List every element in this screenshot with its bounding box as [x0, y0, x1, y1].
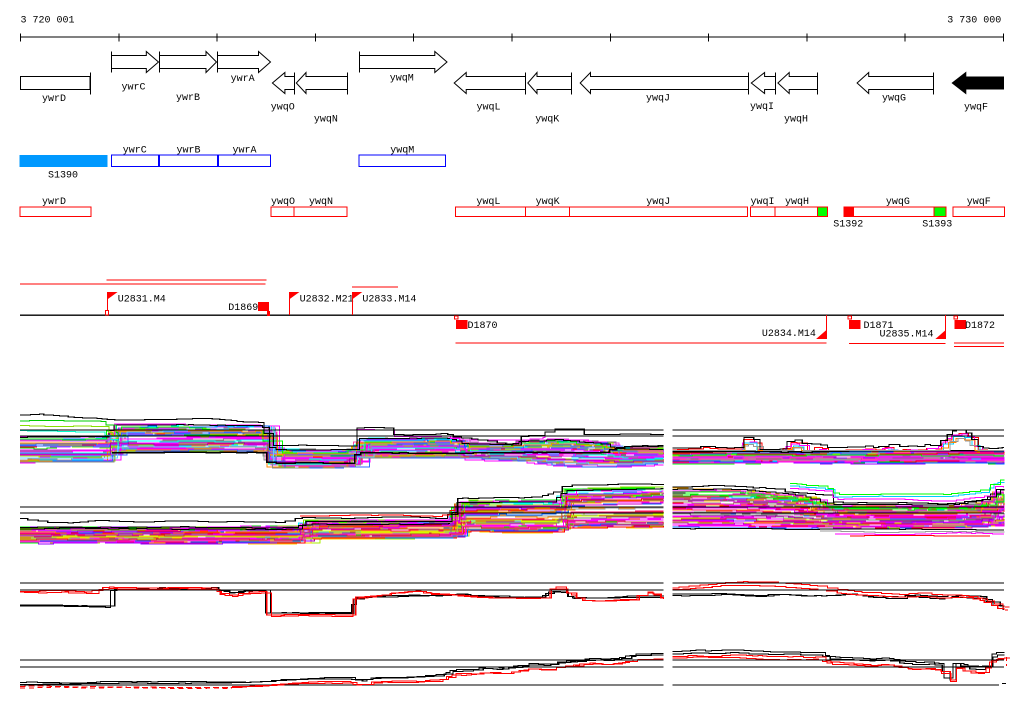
svg-text:ywqG: ywqG	[886, 197, 910, 208]
svg-text:3 720 001: 3 720 001	[21, 16, 75, 27]
svg-text:ywrC: ywrC	[123, 146, 147, 157]
svg-text:U2831.M4: U2831.M4	[118, 295, 166, 306]
svg-text:ywrB: ywrB	[176, 146, 200, 157]
svg-text:ywqI: ywqI	[750, 197, 774, 208]
svg-text:ywqG: ywqG	[882, 94, 906, 105]
svg-text:D1870: D1870	[468, 321, 498, 332]
svg-text:D1869: D1869	[228, 303, 258, 314]
svg-text:ywqK: ywqK	[535, 114, 559, 125]
svg-text:S1393: S1393	[922, 220, 952, 231]
svg-text:ywrC: ywrC	[121, 83, 145, 94]
svg-text:ywqF: ywqF	[967, 197, 991, 208]
svg-text:S1392: S1392	[833, 220, 863, 231]
svg-text:ywrD: ywrD	[42, 94, 66, 105]
svg-text:U2833.M14: U2833.M14	[362, 295, 416, 306]
svg-text:ywqJ: ywqJ	[646, 94, 670, 105]
svg-text:ywqH: ywqH	[785, 197, 809, 208]
svg-text:ywqO: ywqO	[271, 103, 295, 114]
svg-text:ywqL: ywqL	[476, 102, 500, 113]
svg-text:ywqJ: ywqJ	[646, 197, 670, 208]
svg-text:D1871: D1871	[864, 321, 894, 332]
svg-text:ywrD: ywrD	[42, 197, 66, 208]
svg-text:ywqK: ywqK	[536, 197, 560, 208]
svg-text:U2832.M21: U2832.M21	[300, 295, 354, 306]
svg-text:ywrB: ywrB	[176, 93, 200, 104]
svg-text:ywrA: ywrA	[232, 146, 256, 157]
svg-text:D1872: D1872	[965, 321, 995, 332]
svg-text:ywqF: ywqF	[964, 103, 988, 114]
svg-text:U2835.M14: U2835.M14	[880, 329, 934, 340]
svg-text:ywqN: ywqN	[309, 197, 333, 208]
svg-text:ywqM: ywqM	[390, 74, 414, 85]
svg-text:ywqH: ywqH	[784, 115, 808, 126]
svg-text:S1390: S1390	[48, 170, 78, 181]
svg-text:ywrA: ywrA	[231, 74, 255, 85]
svg-text:U2834.M14: U2834.M14	[762, 329, 816, 340]
svg-text:ywqN: ywqN	[314, 114, 338, 125]
svg-text:ywqM: ywqM	[390, 146, 414, 157]
svg-text:3 730 000: 3 730 000	[947, 16, 1001, 27]
svg-text:ywqI: ywqI	[750, 102, 774, 113]
svg-text:ywqO: ywqO	[271, 197, 295, 208]
svg-text:ywqL: ywqL	[476, 197, 500, 208]
